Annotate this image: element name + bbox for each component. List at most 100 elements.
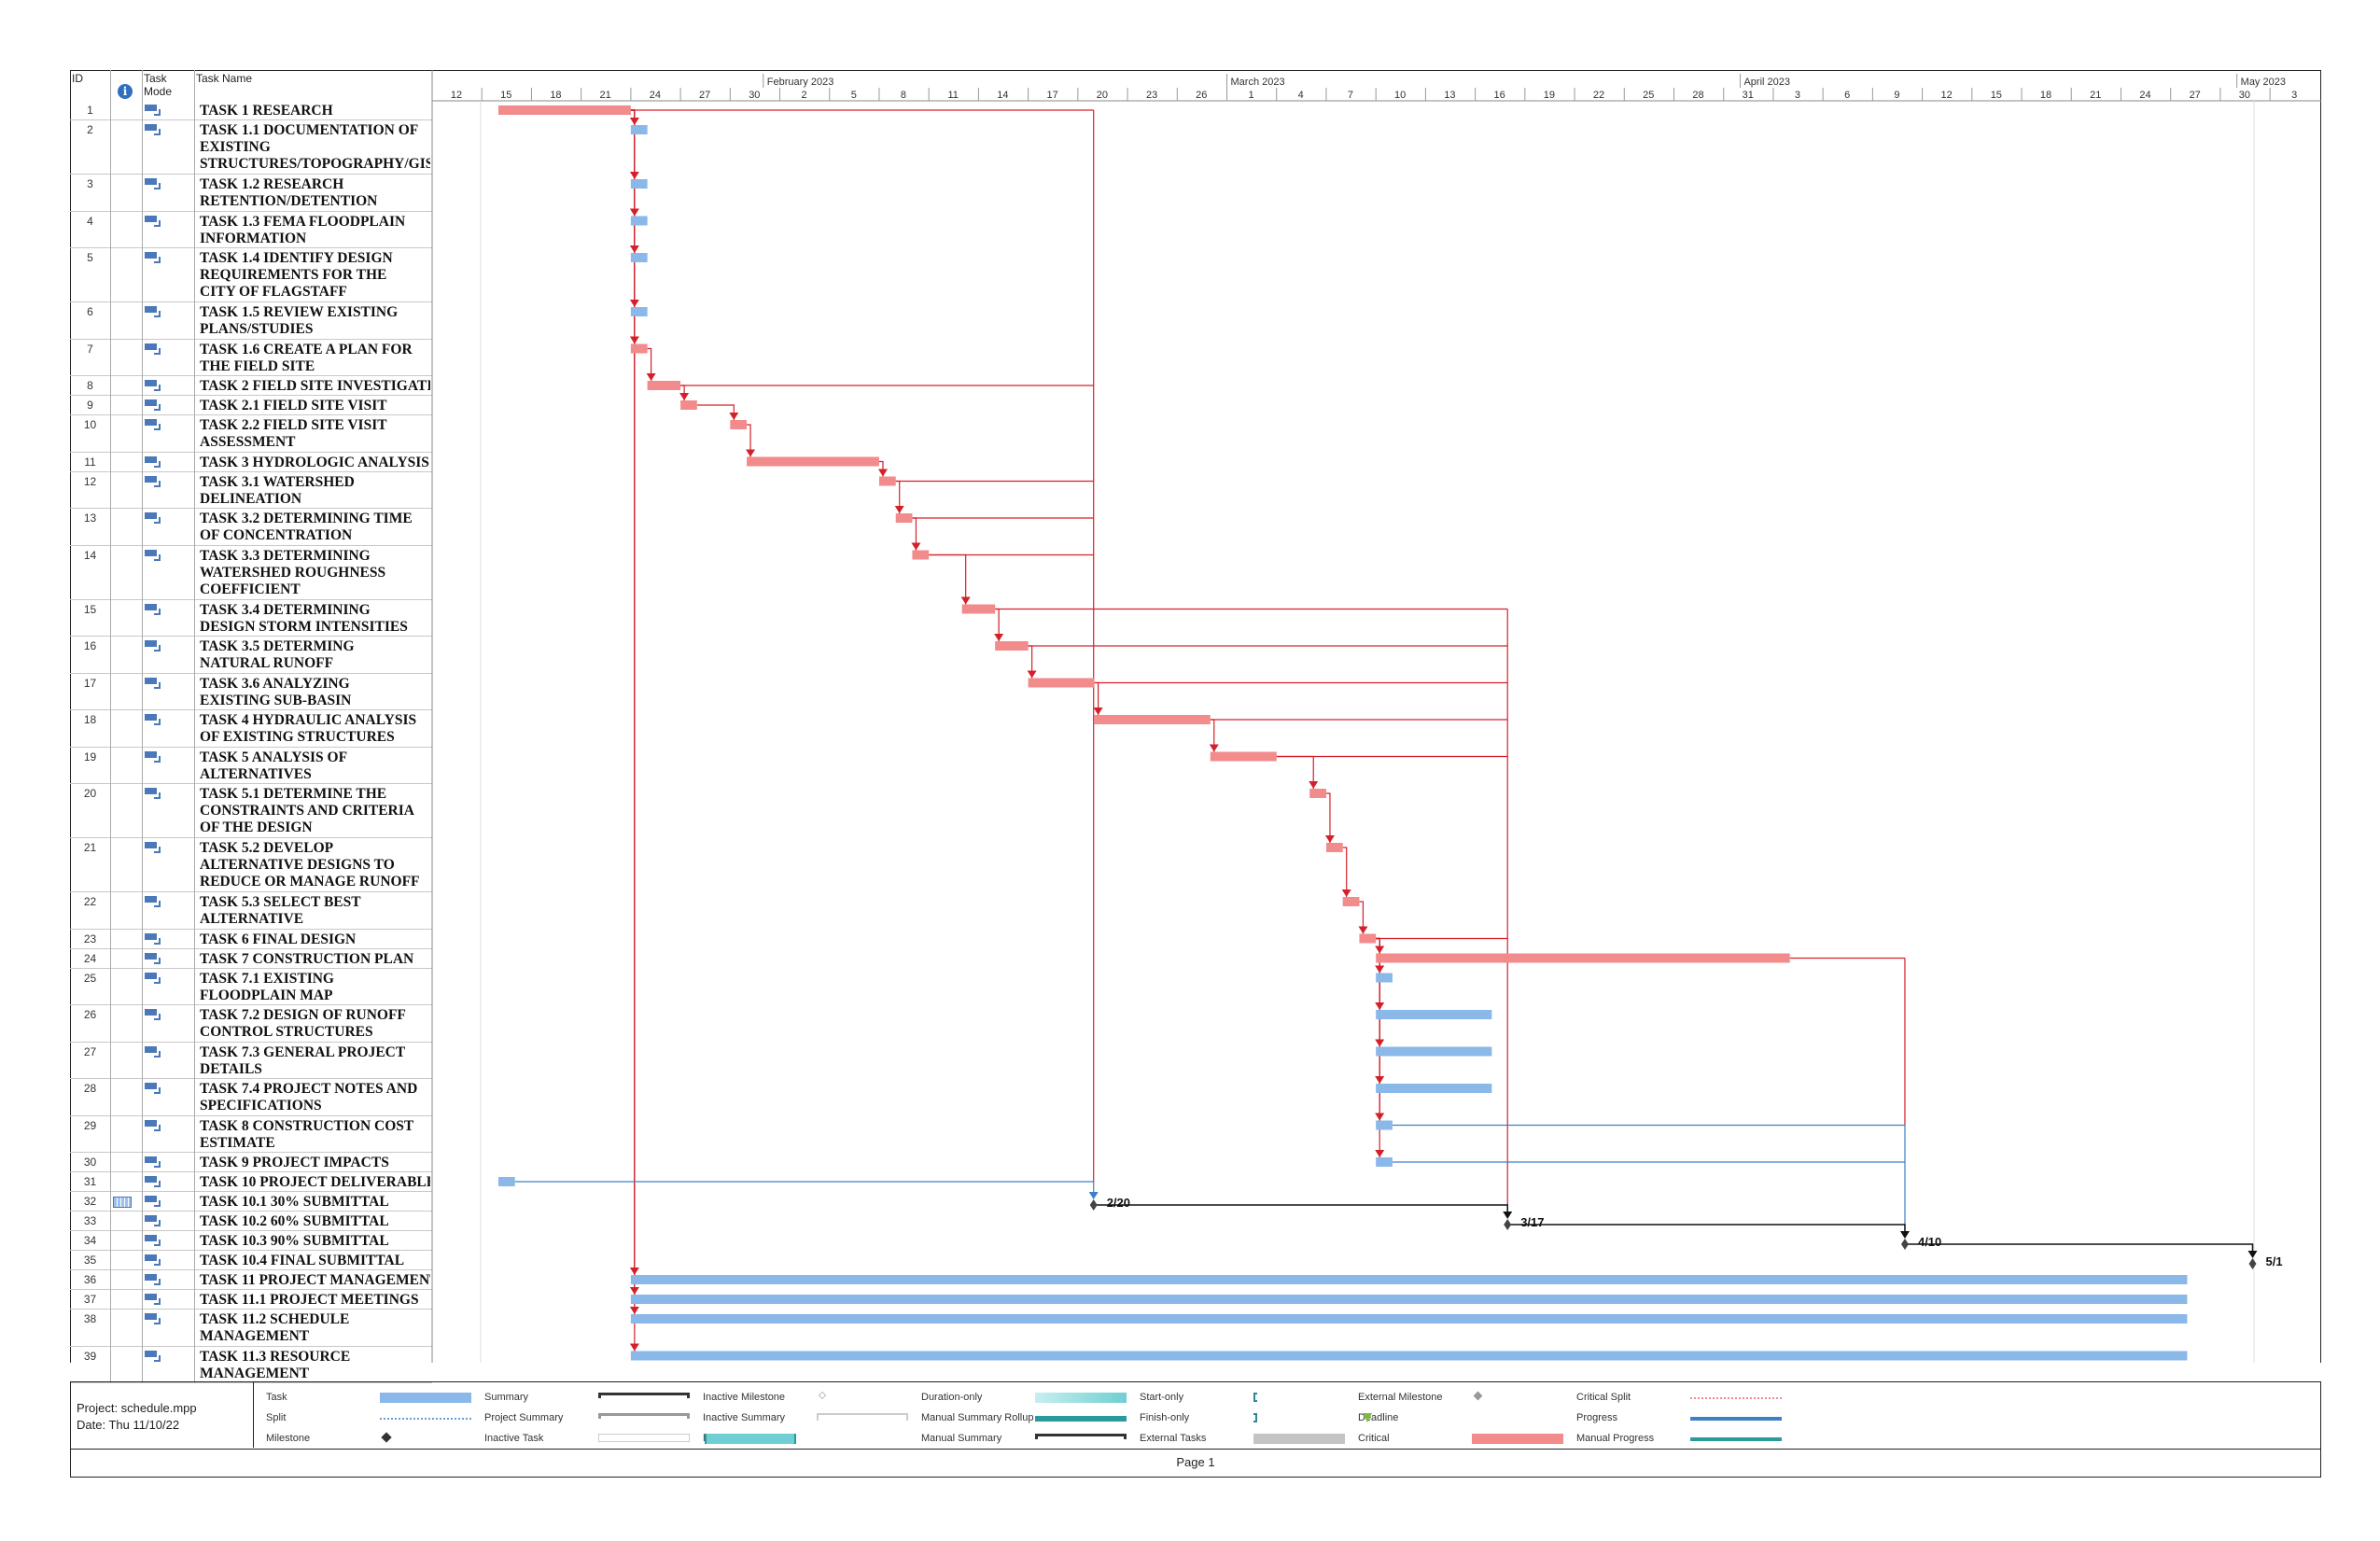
task-name[interactable]: TASK 11.1 PROJECT MEETINGS [200,1292,419,1308]
task-name[interactable]: TASK 3 HYDROLOGIC ANALYSIS [200,454,429,470]
table-row[interactable]: 29 TASK 8 CONSTRUCTION COST ESTIMATE [70,1116,432,1153]
milestone-link [1904,1243,2254,1256]
table-row[interactable]: 2 TASK 1.1 DOCUMENTATION OF EXISTING STRU… [70,120,432,175]
table-row[interactable]: 17 TASK 3.6 ANALYZING EXISTING SUB-BASIN [70,674,432,710]
task-id: 22 [83,895,97,908]
table-row[interactable]: 30 TASK 9 PROJECT IMPACTS [70,1153,432,1172]
table-row[interactable]: 7 TASK 1.6 CREATE A PLAN FOR THE FIELD SI… [70,340,432,376]
task-name[interactable]: TASK 8 CONSTRUCTION COST ESTIMATE [200,1117,414,1151]
task-name[interactable]: TASK 3.2 DETERMINING TIME OF CONCENTRATI… [200,511,413,543]
task-name[interactable]: TASK 7.1 EXISTING FLOODPLAIN MAP [200,970,334,1003]
legend-swatch-start-only [1253,1393,1257,1402]
column-header-task-mode[interactable]: Task Mode [144,72,173,98]
table-row[interactable]: 4 TASK 1.3 FEMA FLOODPLAIN INFORMATION [70,212,432,248]
info-icon[interactable]: i [118,84,133,99]
task-name[interactable]: TASK 11 PROJECT MANAGEMENT [200,1272,430,1288]
table-row[interactable]: 36 TASK 11 PROJECT MANAGEMENT [70,1270,432,1290]
table-row[interactable]: 8 TASK 2 FIELD SITE INVESTIGATION [70,376,432,396]
table-row[interactable]: 13 TASK 3.2 DETERMINING TIME OF CONCENTRA… [70,509,432,546]
table-row[interactable]: 35 TASK 10.4 FINAL SUBMITTAL [70,1251,432,1270]
task-name[interactable]: TASK 3.3 DETERMINING WATERSHED ROUGHNESS… [200,547,386,597]
column-header-id[interactable]: ID [72,72,83,85]
task-name[interactable]: TASK 11.2 SCHEDULE MANAGEMENT [200,1311,350,1344]
task-name[interactable]: TASK 4 HYDRAULIC ANALYSIS OF EXISTING ST… [200,712,417,745]
task-name[interactable]: TASK 11.3 RESOURCE MANAGEMENT [200,1348,351,1381]
table-row[interactable]: 1 TASK 1 RESEARCH [70,101,432,120]
task-id: 13 [83,511,97,525]
table-row[interactable]: 33 TASK 10.2 60% SUBMITTAL [70,1212,432,1231]
task-id: 19 [83,749,97,763]
table-row[interactable]: 22 TASK 5.3 SELECT BEST ALTERNATIVE [70,892,432,930]
table-row[interactable]: 21 TASK 5.2 DEVELOP ALTERNATIVE DESIGNS T… [70,838,432,892]
table-row[interactable]: 24 TASK 7 CONSTRUCTION PLAN [70,949,432,969]
task-name[interactable]: TASK 10.2 60% SUBMITTAL [200,1213,389,1229]
table-row[interactable]: 39 TASK 11.3 RESOURCE MANAGEMENT [70,1347,432,1383]
table-row[interactable]: 16 TASK 3.5 DETERMING NATURAL RUNOFF [70,637,432,674]
table-row[interactable]: 6 TASK 1.5 REVIEW EXISTING PLANS/STUDIES [70,302,432,340]
task-name[interactable]: TASK 2 FIELD SITE INVESTIGATION [200,378,430,394]
table-row[interactable]: 18 TASK 4 HYDRAULIC ANALYSIS OF EXISTING … [70,710,432,748]
task-name[interactable]: TASK 1.6 CREATE A PLAN FOR THE FIELD SIT… [200,341,413,374]
task-bar [1376,1120,1393,1130]
table-row[interactable]: 25 TASK 7.1 EXISTING FLOODPLAIN MAP [70,969,432,1005]
task-name[interactable]: TASK 7 CONSTRUCTION PLAN [200,950,414,967]
task-name[interactable]: TASK 1.3 FEMA FLOODPLAIN INFORMATION [200,213,406,246]
task-name[interactable]: TASK 1.5 REVIEW EXISTING PLANS/STUDIES [200,304,399,337]
table-row[interactable]: 38 TASK 11.2 SCHEDULE MANAGEMENT [70,1310,432,1347]
table-row[interactable]: 14 TASK 3.3 DETERMINING WATERSHED ROUGHNE… [70,546,432,600]
table-row[interactable]: 34 TASK 10.3 90% SUBMITTAL [70,1231,432,1251]
table-row[interactable]: 20 TASK 5.1 DETERMINE THE CONSTRAINTS AND… [70,784,432,838]
task-name[interactable]: TASK 7.3 GENERAL PROJECT DETAILS [200,1044,406,1077]
task-name[interactable]: TASK 5 ANALYSIS OF ALTERNATIVES [200,749,348,782]
task-name[interactable]: TASK 9 PROJECT IMPACTS [200,1155,389,1170]
table-row[interactable]: 3 TASK 1.2 RESEARCH RETENTION/DETENTION [70,175,432,212]
column-header-task-name[interactable]: Task Name [196,72,253,85]
calendar-indicator-icon[interactable] [113,1197,132,1208]
task-name[interactable]: TASK 5.2 DEVELOP ALTERNATIVE DESIGNS TO … [200,840,420,890]
task-name[interactable]: TASK 3.4 DETERMINING DESIGN STORM INTENS… [200,601,408,635]
task-id: 39 [83,1349,97,1363]
table-row[interactable]: 12 TASK 3.1 WATERSHED DELINEATION [70,472,432,509]
table-row[interactable]: 19 TASK 5 ANALYSIS OF ALTERNATIVES [70,748,432,784]
link-arrow [911,542,921,551]
table-row[interactable]: 10 TASK 2.2 FIELD SITE VISIT ASSESSMENT [70,415,432,453]
task-name[interactable]: TASK 2.2 FIELD SITE VISIT ASSESSMENT [200,417,387,450]
task-name[interactable]: TASK 6 FINAL DESIGN [200,931,357,947]
legend: Project: schedule.mpp Date: Thu 11/10/22… [70,1381,2321,1450]
table-row[interactable]: 5 TASK 1.4 IDENTIFY DESIGN REQUIREMENTS F… [70,248,432,302]
task-name[interactable]: TASK 1.2 RESEARCH RETENTION/DETENTION [200,176,378,209]
legend-swatch-critical-split [1690,1397,1782,1399]
table-row[interactable]: 9 TASK 2.1 FIELD SITE VISIT [70,396,432,415]
task-name[interactable]: TASK 5.3 SELECT BEST ALTERNATIVE [200,894,361,927]
task-name[interactable]: TASK 1.1 DOCUMENTATION OF EXISTING STRUC… [200,122,430,172]
task-name[interactable]: TASK 7.2 DESIGN OF RUNOFF CONTROL STRUCT… [200,1007,406,1040]
task-name[interactable]: TASK 10.4 FINAL SUBMITTAL [200,1253,405,1268]
table-row[interactable]: 31 TASK 10 PROJECT DELIVERABLES [70,1172,432,1192]
task-name[interactable]: TASK 3.1 WATERSHED DELINEATION [200,473,355,507]
task-name[interactable]: TASK 1 RESEARCH [200,103,333,119]
task-name[interactable]: TASK 10.1 30% SUBMITTAL [200,1194,389,1210]
task-name[interactable]: TASK 10.3 90% SUBMITTAL [200,1233,389,1249]
milestone-diamond [1900,1239,1909,1250]
task-name[interactable]: TASK 1.4 IDENTIFY DESIGN REQUIREMENTS FO… [200,250,393,300]
task-name[interactable]: TASK 5.1 DETERMINE THE CONSTRAINTS AND C… [200,786,414,835]
tick-label: 26 [1196,90,1207,101]
table-row[interactable]: 15 TASK 3.4 DETERMINING DESIGN STORM INTE… [70,600,432,637]
table-row[interactable]: 27 TASK 7.3 GENERAL PROJECT DETAILS [70,1043,432,1079]
task-name[interactable]: TASK 10 PROJECT DELIVERABLES [200,1174,430,1190]
task-name[interactable]: TASK 3.5 DETERMING NATURAL RUNOFF [200,638,355,671]
tick-label: 19 [1544,90,1555,101]
legend-swatch-inactive-milestone [818,1391,827,1400]
task-bar [630,1351,2188,1361]
tick-label: 27 [699,90,710,101]
table-row[interactable]: 32 TASK 10.1 30% SUBMITTAL [70,1192,432,1212]
task-bar [630,307,648,316]
task-name[interactable]: TASK 7.4 PROJECT NOTES AND SPECIFICATION… [200,1081,418,1114]
table-row[interactable]: 37 TASK 11.1 PROJECT MEETINGS [70,1290,432,1310]
table-row[interactable]: 23 TASK 6 FINAL DESIGN [70,930,432,949]
task-name[interactable]: TASK 2.1 FIELD SITE VISIT [200,398,387,413]
table-row[interactable]: 11 TASK 3 HYDROLOGIC ANALYSIS [70,453,432,472]
table-row[interactable]: 28 TASK 7.4 PROJECT NOTES AND SPECIFICATI… [70,1079,432,1116]
table-row[interactable]: 26 TASK 7.2 DESIGN OF RUNOFF CONTROL STRU… [70,1005,432,1043]
task-name[interactable]: TASK 3.6 ANALYZING EXISTING SUB-BASIN [200,675,352,708]
